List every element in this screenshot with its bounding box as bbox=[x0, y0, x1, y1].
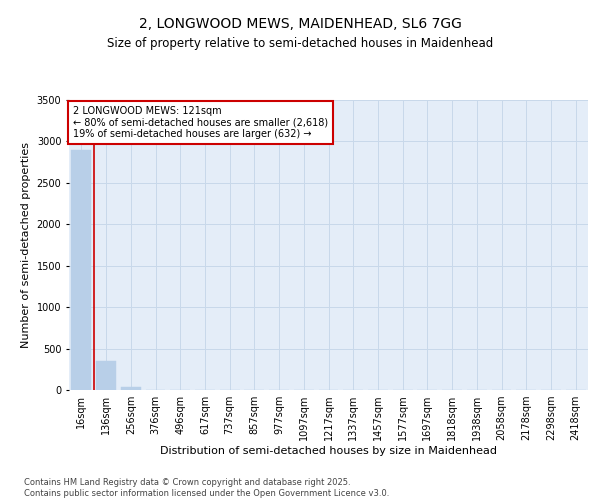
Bar bbox=[121, 386, 140, 390]
Y-axis label: Number of semi-detached properties: Number of semi-detached properties bbox=[21, 142, 31, 348]
Text: Size of property relative to semi-detached houses in Maidenhead: Size of property relative to semi-detach… bbox=[107, 38, 493, 51]
Text: Contains HM Land Registry data © Crown copyright and database right 2025.
Contai: Contains HM Land Registry data © Crown c… bbox=[24, 478, 389, 498]
Text: 2 LONGWOOD MEWS: 121sqm
← 80% of semi-detached houses are smaller (2,618)
19% of: 2 LONGWOOD MEWS: 121sqm ← 80% of semi-de… bbox=[73, 106, 328, 139]
Bar bbox=[71, 150, 91, 390]
Bar bbox=[96, 361, 116, 390]
Text: 2, LONGWOOD MEWS, MAIDENHEAD, SL6 7GG: 2, LONGWOOD MEWS, MAIDENHEAD, SL6 7GG bbox=[139, 18, 461, 32]
X-axis label: Distribution of semi-detached houses by size in Maidenhead: Distribution of semi-detached houses by … bbox=[160, 446, 497, 456]
